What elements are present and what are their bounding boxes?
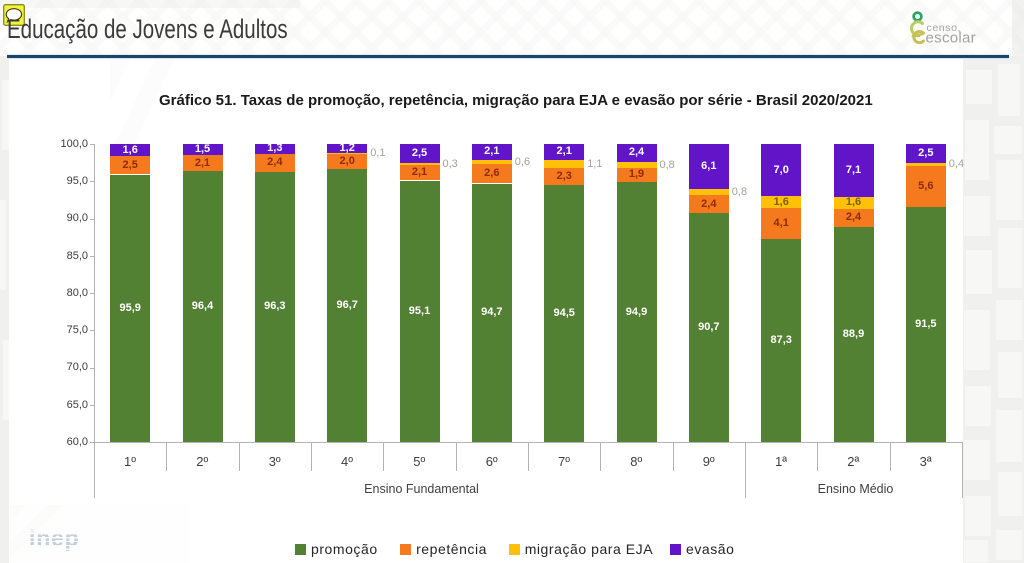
svg-text:escolar: escolar [926, 30, 976, 47]
svg-text:censo,: censo, [927, 22, 962, 34]
